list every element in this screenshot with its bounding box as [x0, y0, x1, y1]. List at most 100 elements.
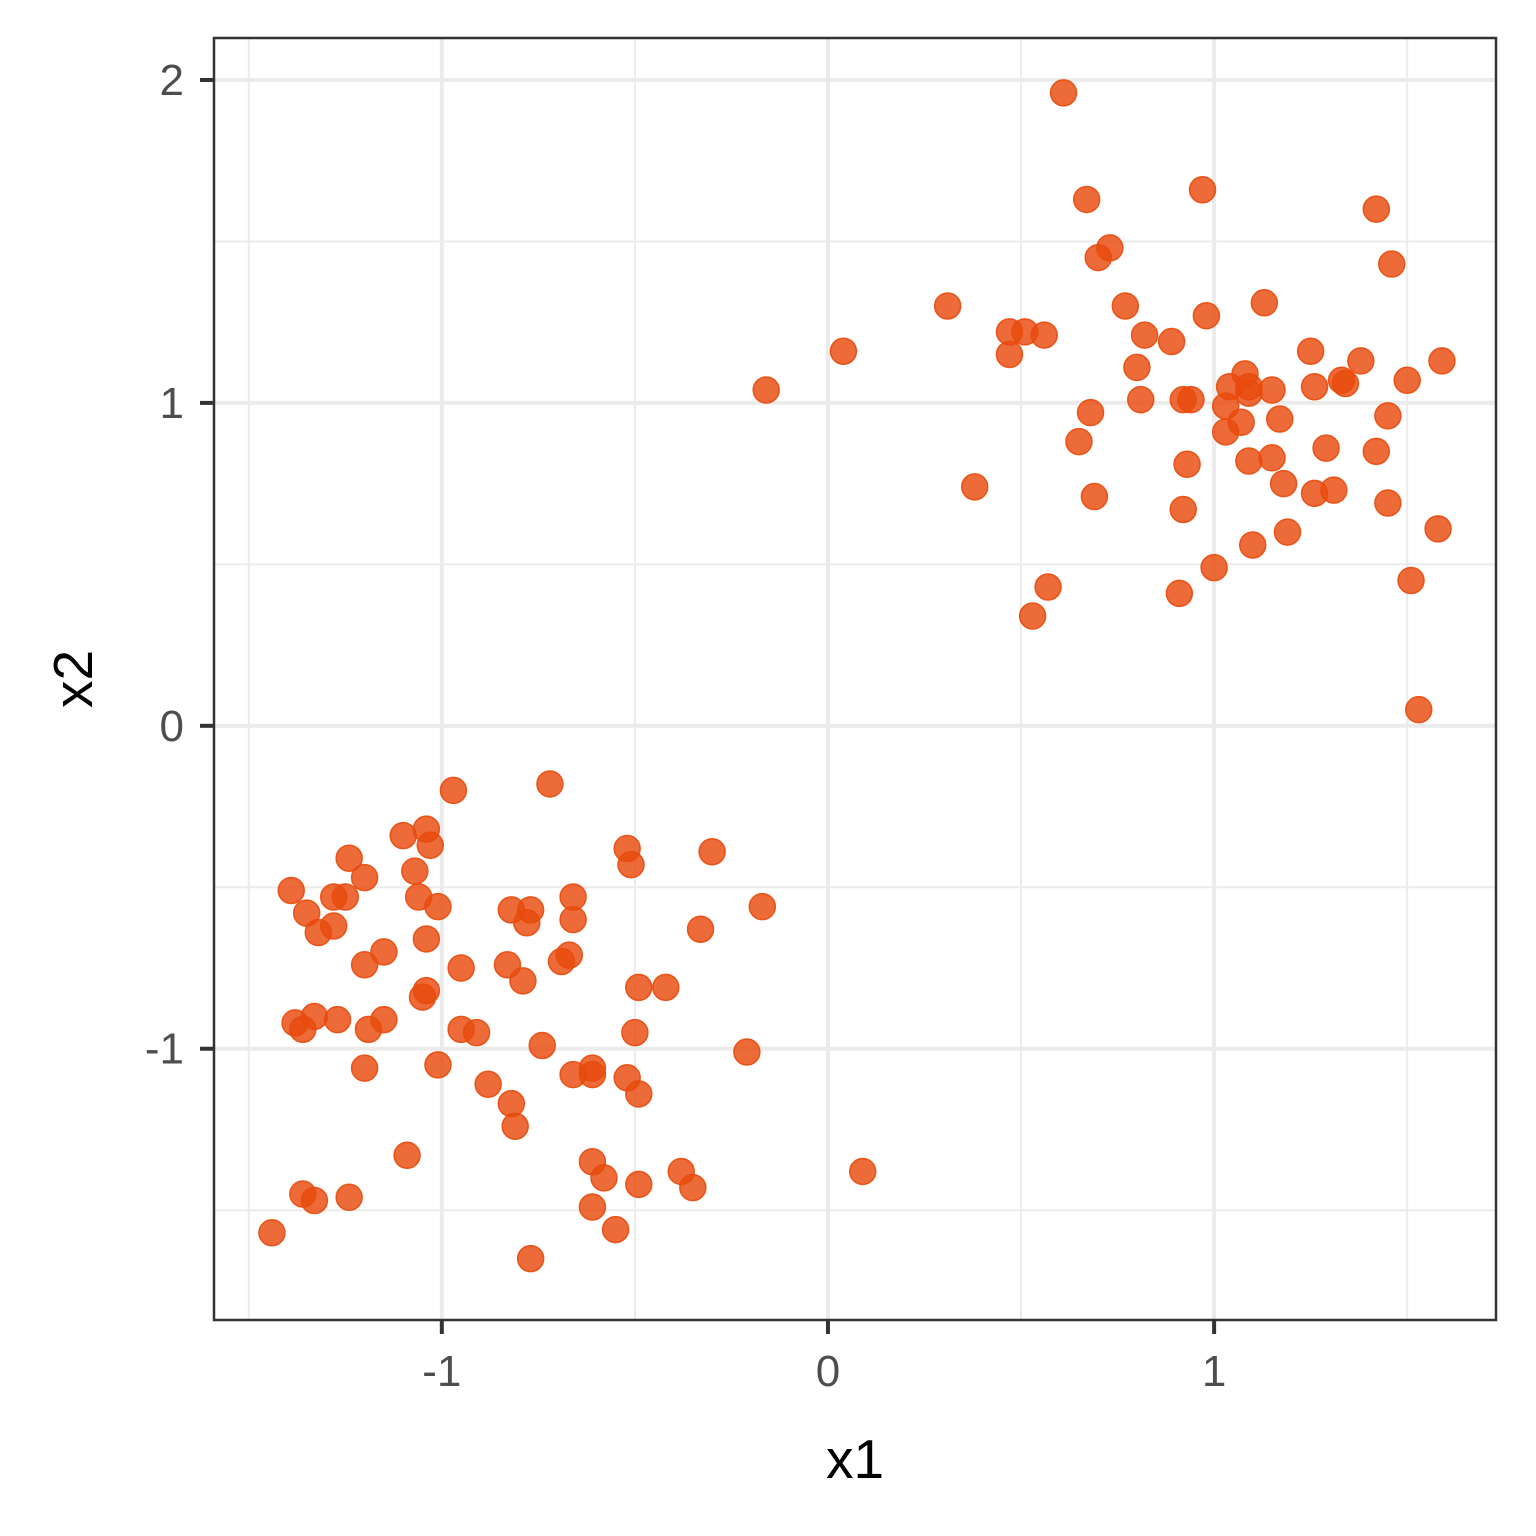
data-point [1405, 695, 1433, 724]
data-point [1111, 292, 1140, 320]
data-point [474, 1070, 502, 1099]
plot-panel [214, 38, 1496, 1320]
data-point [393, 1141, 421, 1170]
data-point [848, 1157, 877, 1186]
data-point [1374, 489, 1402, 517]
data-point [1362, 437, 1391, 466]
data-point [1211, 418, 1240, 446]
data-point [1080, 482, 1109, 511]
data-point [1126, 385, 1155, 414]
data-point [335, 1183, 363, 1212]
data-point [1331, 369, 1360, 398]
data-point [1072, 185, 1101, 214]
data-point [1165, 579, 1194, 608]
data-point [389, 821, 417, 850]
y-tick-label: 1 [160, 379, 184, 428]
data-point [501, 1112, 529, 1140]
data-point [752, 376, 780, 404]
data-point [748, 892, 777, 921]
data-point [1157, 327, 1186, 356]
data-point [277, 876, 305, 905]
data-point [733, 1038, 761, 1066]
data-point [1250, 289, 1279, 317]
x-tick-label: 1 [1202, 1347, 1226, 1396]
data-point [1177, 385, 1205, 414]
data-point [1235, 379, 1263, 407]
major-gridlines [214, 38, 1496, 1320]
data-point [617, 850, 645, 879]
data-point [1084, 243, 1113, 272]
data-point [370, 938, 398, 966]
data-point [1424, 515, 1452, 543]
data-point [1049, 79, 1078, 107]
data-point [497, 1089, 526, 1118]
data-point [1269, 469, 1298, 498]
data-point [1188, 176, 1217, 204]
data-point [960, 473, 989, 501]
y-axis-ticks: -1 0 1 2 [145, 56, 214, 1074]
data-point [1393, 366, 1421, 395]
data-point [686, 915, 715, 944]
data-point [323, 1005, 352, 1034]
data-point [601, 1215, 630, 1244]
data-point [995, 340, 1024, 369]
data-point [416, 831, 444, 860]
data-point [698, 838, 726, 866]
data-point [625, 1170, 653, 1199]
data-point [578, 1060, 607, 1089]
data-point [462, 1018, 491, 1047]
data-point [578, 1193, 607, 1221]
data-point [679, 1173, 707, 1202]
data-point [1362, 195, 1391, 223]
data-point [1258, 376, 1286, 404]
data-point [258, 1219, 286, 1247]
data-point [412, 925, 441, 953]
x-tick-label: 0 [816, 1347, 840, 1396]
data-point [1169, 495, 1197, 524]
data-point [559, 905, 587, 934]
data-point [509, 967, 537, 995]
data-point [536, 770, 564, 798]
data-point [1312, 434, 1340, 462]
data-point [1192, 301, 1221, 330]
data-point [516, 1244, 545, 1273]
data-point [408, 983, 437, 1011]
data-point [1258, 444, 1286, 472]
y-tick-label: 2 [160, 56, 184, 105]
data-point [829, 337, 858, 365]
data-point [424, 1051, 452, 1079]
data-point [1123, 353, 1151, 382]
data-point [625, 973, 653, 1002]
data-point [424, 892, 452, 921]
data-point [1034, 573, 1062, 601]
data-point [1173, 450, 1201, 479]
data-point [1347, 347, 1375, 375]
data-point [1296, 337, 1325, 365]
data-point [528, 1031, 556, 1060]
data-point [1238, 531, 1267, 559]
data-point [547, 947, 576, 976]
data-points [258, 79, 1456, 1273]
data-point [350, 1054, 379, 1082]
data-point [1428, 347, 1456, 375]
data-point [289, 1015, 317, 1044]
y-axis-title: x2 [42, 650, 104, 708]
data-point [1300, 479, 1329, 508]
data-point [590, 1164, 618, 1192]
y-tick-label: -1 [145, 1025, 184, 1074]
data-point [354, 1015, 383, 1044]
data-point [1273, 518, 1302, 546]
data-point [513, 909, 541, 937]
data-point [350, 951, 379, 979]
data-point [300, 1186, 329, 1215]
data-point [1018, 602, 1047, 630]
data-point [1235, 447, 1263, 475]
data-point [1130, 321, 1159, 349]
data-point [1397, 566, 1425, 595]
data-point [401, 857, 429, 885]
data-point [319, 883, 348, 911]
data-point [304, 918, 333, 947]
plot-border [212, 36, 1498, 1322]
data-point [1300, 373, 1329, 401]
